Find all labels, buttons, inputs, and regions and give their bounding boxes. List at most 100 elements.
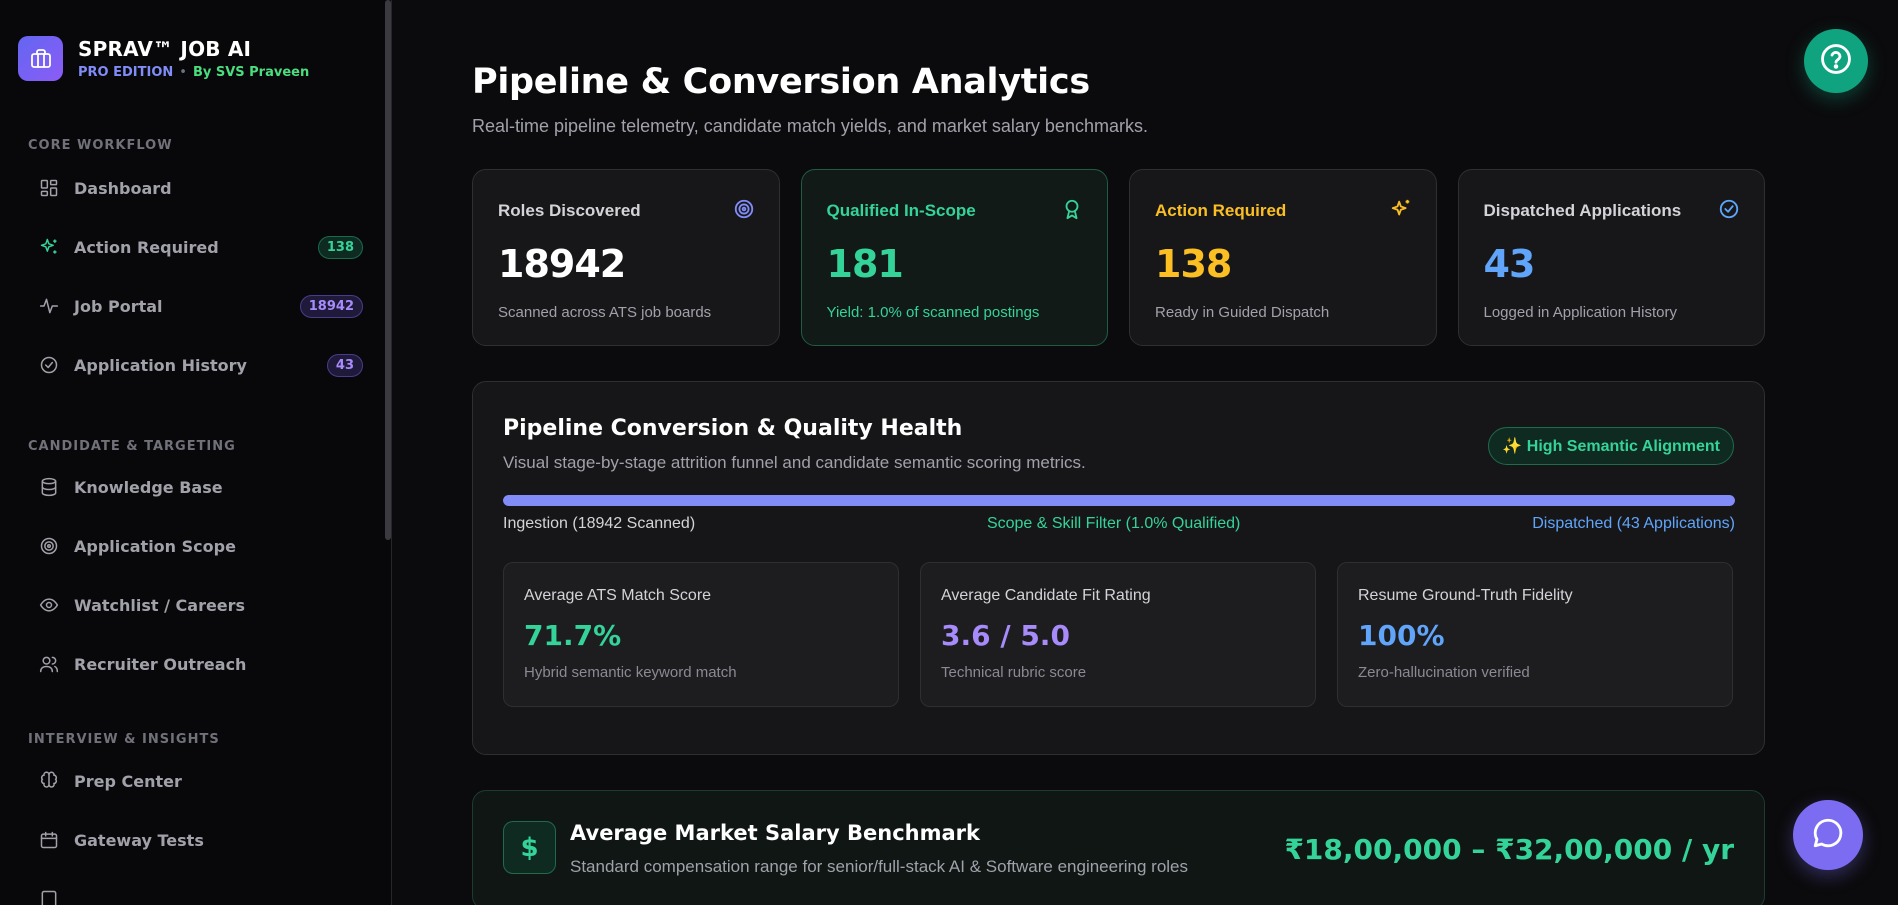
stat-label: Qualified In-Scope xyxy=(826,201,976,220)
sparkles-icon xyxy=(38,236,60,258)
stats-row: Roles Discovered 18942 Scanned across AT… xyxy=(472,169,1765,346)
sidebar-item-prep-center[interactable]: Prep Center xyxy=(28,759,375,803)
brand-title: SPRAV™ JOB AI xyxy=(78,37,252,61)
eye-icon xyxy=(38,594,60,616)
metric-note: Zero-hallucination verified xyxy=(1358,664,1530,681)
stat-card-dispatched-applications[interactable]: Dispatched Applications 43 Logged in App… xyxy=(1457,169,1765,346)
sidebar-item-application-scope[interactable]: Application Scope xyxy=(28,524,375,568)
sidebar-item-label: Job Portal xyxy=(74,296,163,316)
stage-label-ingestion: Ingestion (18942 Scanned) xyxy=(503,515,696,532)
sidebar-item-label: Watchlist / Careers xyxy=(74,595,246,615)
stat-note: Logged in Application History xyxy=(1483,304,1677,321)
sidebar-item-label: Recruiter Outreach xyxy=(74,654,247,674)
brand-separator: • xyxy=(179,65,187,80)
help-circle-icon xyxy=(1819,42,1853,80)
metric-note: Hybrid semantic keyword match xyxy=(524,664,737,681)
stat-label: Dispatched Applications xyxy=(1483,201,1682,220)
brand-author: By SVS Praveen xyxy=(192,65,310,80)
section-title-candidate-targeting: CANDIDATE & TARGETING xyxy=(28,439,236,454)
database-icon xyxy=(38,476,60,498)
help-button[interactable] xyxy=(1804,29,1868,93)
stage-label-dispatched: Dispatched (43 Applications) xyxy=(1532,515,1735,532)
stat-value: 18942 xyxy=(498,242,626,286)
sidebar-item-label: Prep Center xyxy=(74,771,182,791)
award-icon xyxy=(1061,198,1083,224)
metric-card-ats-match: Average ATS Match Score 71.7% Hybrid sem… xyxy=(503,562,899,707)
count-badge: 18942 xyxy=(299,294,363,318)
panel-subtitle: Visual stage-by-stage attrition funnel a… xyxy=(503,453,1086,472)
metric-label: Average ATS Match Score xyxy=(524,587,712,604)
metric-note: Technical rubric score xyxy=(941,664,1087,681)
sidebar-item-recruiter-outreach[interactable]: Recruiter Outreach xyxy=(28,642,375,686)
stat-label: Roles Discovered xyxy=(498,201,641,220)
count-badge: 43 xyxy=(326,353,363,377)
pipeline-health-panel: Pipeline Conversion & Quality Health Vis… xyxy=(472,381,1765,755)
sidebar: SPRAV™ JOB AI PRO EDITION • By SVS Prave… xyxy=(0,0,392,905)
metric-card-resume-fidelity: Resume Ground-Truth Fidelity 100% Zero-h… xyxy=(1337,562,1733,707)
check-circle-icon xyxy=(38,354,60,376)
sidebar-item-label: Application Scope xyxy=(74,536,236,556)
metric-label: Average Candidate Fit Rating xyxy=(941,587,1151,604)
salary-subtitle: Standard compensation range for senior/f… xyxy=(570,857,1189,876)
calendar-icon xyxy=(38,829,60,851)
brand[interactable]: SPRAV™ JOB AI PRO EDITION • By SVS Prave… xyxy=(0,0,391,81)
sidebar-item-label: Action Required xyxy=(74,237,219,257)
pipeline-progress-bar xyxy=(503,495,1735,506)
salary-title: Average Market Salary Benchmark xyxy=(570,821,980,845)
sidebar-item-watchlist-careers[interactable]: Watchlist / Careers xyxy=(28,583,375,627)
sidebar-item-label: Application History xyxy=(74,355,247,375)
pipeline-progress-fill xyxy=(503,495,1735,506)
check-circle-icon xyxy=(1718,198,1740,224)
page-subtitle: Real-time pipeline telemetry, candidate … xyxy=(472,116,1148,136)
sidebar-item-job-portal[interactable]: Job Portal 18942 xyxy=(28,284,375,328)
salary-benchmark-card: $ Average Market Salary Benchmark Standa… xyxy=(472,790,1765,905)
semantic-alignment-badge: ✨ High Semantic Alignment xyxy=(1488,427,1734,465)
sidebar-item-dashboard[interactable]: Dashboard xyxy=(28,166,375,210)
chat-button[interactable] xyxy=(1793,800,1863,870)
stat-note: Ready in Guided Dispatch xyxy=(1155,304,1330,321)
briefcase-icon xyxy=(18,36,63,81)
dollar-icon: $ xyxy=(503,821,556,874)
section-title-interview-insights: INTERVIEW & INSIGHTS xyxy=(28,732,220,747)
count-badge: 138 xyxy=(317,235,363,259)
metric-card-fit-rating: Average Candidate Fit Rating 3.6 / 5.0 T… xyxy=(920,562,1316,707)
salary-range: ₹18,00,000 – ₹32,00,000 / yr xyxy=(1284,833,1734,866)
metric-value: 100% xyxy=(1358,619,1445,652)
brain-icon xyxy=(38,770,60,792)
metric-value: 3.6 / 5.0 xyxy=(941,619,1070,652)
document-icon xyxy=(38,888,60,905)
page-title: Pipeline & Conversion Analytics xyxy=(472,62,1090,102)
stat-label: Action Required xyxy=(1155,201,1287,220)
grid-icon xyxy=(38,177,60,199)
activity-icon xyxy=(38,295,60,317)
section-title-core-workflow: CORE WORKFLOW xyxy=(28,138,173,153)
stat-card-roles-discovered[interactable]: Roles Discovered 18942 Scanned across AT… xyxy=(472,169,780,346)
sidebar-item-action-required[interactable]: Action Required 138 xyxy=(28,225,375,269)
metric-label: Resume Ground-Truth Fidelity xyxy=(1358,587,1573,604)
sidebar-scrollbar[interactable] xyxy=(385,0,391,540)
sidebar-item-truncated[interactable] xyxy=(28,877,375,905)
target-icon xyxy=(733,198,755,224)
panel-title: Pipeline Conversion & Quality Health xyxy=(503,416,963,441)
stat-card-action-required[interactable]: Action Required 138 Ready in Guided Disp… xyxy=(1129,169,1437,346)
stat-card-qualified-in-scope[interactable]: Qualified In-Scope 181 Yield: 1.0% of sc… xyxy=(800,169,1108,346)
sidebar-item-application-history[interactable]: Application History 43 xyxy=(28,343,375,387)
stage-label-scope-filter: Scope & Skill Filter (1.0% Qualified) xyxy=(986,515,1241,532)
chat-icon xyxy=(1811,816,1845,854)
stat-value: 138 xyxy=(1155,242,1232,286)
brand-edition: PRO EDITION xyxy=(78,65,174,80)
sidebar-item-label: Gateway Tests xyxy=(74,830,204,850)
sidebar-item-knowledge-base[interactable]: Knowledge Base xyxy=(28,465,375,509)
sidebar-item-label: Dashboard xyxy=(74,178,172,198)
sidebar-item-label: Knowledge Base xyxy=(74,477,223,497)
stat-value: 181 xyxy=(826,242,904,286)
sparkles-icon xyxy=(1390,198,1412,224)
main-content: Pipeline & Conversion Analytics Real-tim… xyxy=(392,0,1898,905)
stat-value: 43 xyxy=(1483,242,1536,286)
target-icon xyxy=(38,535,60,557)
stat-note: Scanned across ATS job boards xyxy=(498,304,712,321)
stat-note: Yield: 1.0% of scanned postings xyxy=(826,304,1040,321)
metric-value: 71.7% xyxy=(524,619,622,652)
users-icon xyxy=(38,653,60,675)
sidebar-item-gateway-tests[interactable]: Gateway Tests xyxy=(28,818,375,862)
